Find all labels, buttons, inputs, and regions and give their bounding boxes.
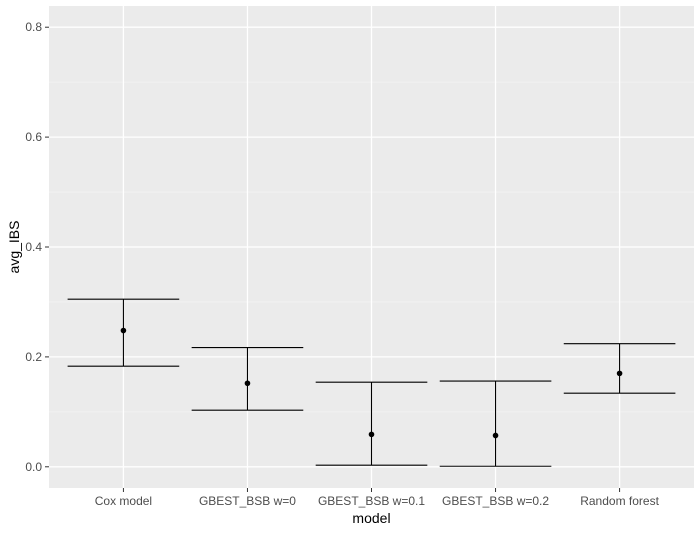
data-point (368, 431, 375, 438)
y-axis: 0.0 0.2 0.4 0.6 0.8 (25, 20, 49, 474)
data-point (244, 380, 251, 387)
x-tick-label: GBEST_BSB w=0.2 (442, 494, 549, 508)
x-tick-label: GBEST_BSB w=0 (199, 494, 296, 508)
chart-marks (67, 298, 676, 467)
data-point (120, 327, 127, 334)
x-tick-label: GBEST_BSB w=0.1 (318, 494, 425, 508)
y-tick-label: 0.0 (25, 460, 42, 474)
y-tick-label: 0.6 (25, 130, 42, 144)
x-tick-label: Cox model (95, 494, 152, 508)
error-bar-group (439, 380, 552, 467)
x-axis: Cox model GBEST_BSB w=0 GBEST_BSB w=0.1 GBE… (95, 488, 660, 508)
data-point (616, 370, 623, 377)
data-point (492, 432, 499, 439)
y-tick-label: 0.4 (25, 240, 42, 254)
error-bar-group (563, 343, 676, 394)
x-tick-label: Random forest (580, 494, 659, 508)
y-axis-title: avg_IBS (6, 221, 22, 274)
error-bar-group (315, 381, 428, 466)
y-tick-label: 0.2 (25, 350, 42, 364)
x-axis-title: model (352, 510, 390, 526)
y-tick-label: 0.8 (25, 20, 42, 34)
error-bar-group (191, 347, 304, 411)
error-bar-group (67, 298, 180, 367)
